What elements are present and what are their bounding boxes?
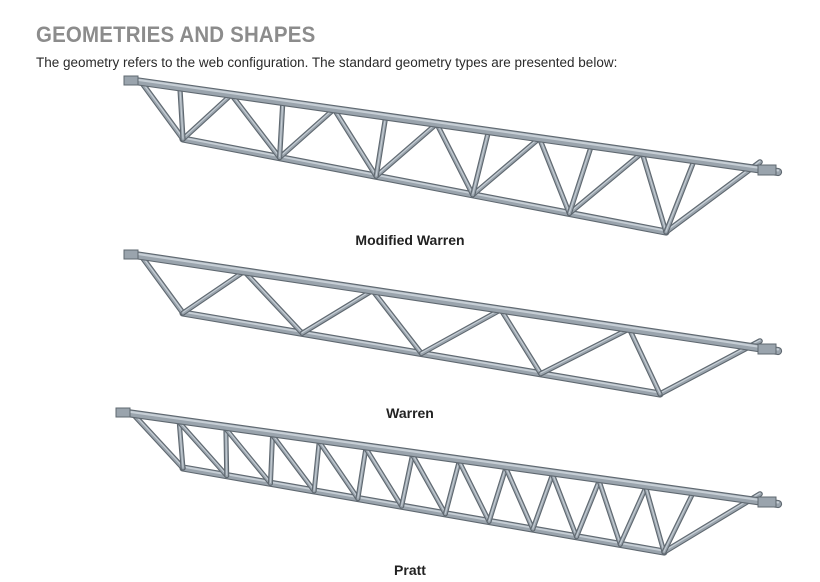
web-vertical-highlight <box>279 102 284 158</box>
page-title: GEOMETRIES AND SHAPES <box>36 22 316 47</box>
web-vertical-highlight <box>532 473 553 529</box>
web-diagonal-face <box>181 269 246 315</box>
web-vertical-highlight <box>178 421 184 468</box>
left-seat-bracket <box>123 249 139 260</box>
web-diagonal-highlight <box>182 93 232 139</box>
web-diagonal-face <box>420 308 503 355</box>
top-chord-highlight <box>118 409 780 504</box>
web-diagonal-face <box>471 136 541 197</box>
web-diagonal-highlight <box>420 308 502 354</box>
web-diagonal-face <box>181 93 233 141</box>
truss-warren-drawing <box>123 249 783 398</box>
end-diagonal-left-highlight <box>133 413 184 468</box>
web-vertical-highlight <box>375 117 386 176</box>
web-diagonal-highlight <box>568 151 643 214</box>
web-diagonal-highlight <box>225 427 271 484</box>
web-vertical-highlight <box>665 160 695 232</box>
web-diagonal-highlight <box>628 327 661 394</box>
bottom-chord-highlight <box>182 465 665 552</box>
bottom-chord-highlight <box>182 136 667 232</box>
caption-warren: Warren <box>386 405 434 421</box>
end-diagonal-right-face <box>662 492 762 554</box>
web-diagonal-face <box>567 151 644 215</box>
top-chord-face <box>125 77 781 175</box>
web-vertical-highlight <box>663 492 693 552</box>
web-diagonal-highlight <box>500 308 542 374</box>
top-chord-face <box>117 409 781 507</box>
right-seat-bracket <box>757 496 777 508</box>
web-vertical-highlight <box>401 453 414 506</box>
web-diagonal-highlight <box>178 421 228 476</box>
intro-text: The geometry refers to the web configura… <box>36 55 618 70</box>
web-vertical-highlight <box>225 427 228 476</box>
web-diagonal-highlight <box>230 93 281 158</box>
left-seat-bracket <box>115 407 131 418</box>
web-vertical-highlight <box>179 88 184 139</box>
right-seat-bracket <box>757 164 777 176</box>
end-diagonal-right-face <box>664 160 762 234</box>
top-chord-highlight <box>126 251 780 351</box>
web-vertical-highlight <box>568 146 592 214</box>
web-diagonal-highlight <box>279 107 335 158</box>
web-vertical-highlight <box>472 131 489 195</box>
web-diagonal-face <box>300 288 375 335</box>
web-diagonal-face <box>374 122 439 178</box>
web-diagonal-highlight <box>182 270 245 313</box>
web-diagonal-highlight <box>333 107 377 176</box>
bottom-chord-face <box>180 136 669 235</box>
web-vertical-highlight <box>313 440 320 491</box>
web-diagonal-highlight <box>243 270 303 334</box>
web-vertical-highlight <box>619 486 647 545</box>
truss-pratt: Pratt <box>0 404 820 582</box>
truss-warren: Warren <box>0 248 820 421</box>
web-diagonal-highlight <box>551 473 578 537</box>
web-diagonal-highlight <box>412 453 446 514</box>
end-diagonal-right-highlight <box>665 160 761 232</box>
web-diagonal-highlight <box>540 327 630 374</box>
web-diagonal-highlight <box>372 289 423 354</box>
web-diagonal-face <box>278 107 336 160</box>
truss-modified-warren-drawing <box>123 75 783 236</box>
bottom-chord-face <box>180 465 667 555</box>
web-diagonal-highlight <box>598 479 621 545</box>
truss-modified-warren: Modified Warren <box>0 72 820 248</box>
web-vertical-highlight <box>488 466 507 522</box>
end-diagonal-left-highlight <box>141 81 184 139</box>
web-vertical-highlight <box>269 434 274 484</box>
web-vertical-highlight <box>576 479 600 537</box>
right-seat-bracket <box>757 343 777 355</box>
truss-pratt-drawing <box>115 407 783 556</box>
web-diagonal-highlight <box>505 466 534 529</box>
web-diagonal-highlight <box>436 122 474 195</box>
web-diagonal-highlight <box>301 289 374 334</box>
top-chord-highlight <box>126 77 780 172</box>
web-diagonal-highlight <box>318 440 359 499</box>
caption-modified-warren: Modified Warren <box>355 232 465 248</box>
web-diagonal-highlight <box>272 434 315 491</box>
web-diagonal-highlight <box>641 151 667 232</box>
web-diagonal-highlight <box>365 447 403 506</box>
web-diagonal-face <box>539 327 631 376</box>
top-chord-face <box>125 251 781 354</box>
web-vertical-highlight <box>357 447 367 499</box>
web-diagonal-highlight <box>472 136 540 195</box>
left-seat-bracket <box>123 75 139 86</box>
web-diagonal-highlight <box>458 460 490 522</box>
web-vertical-highlight <box>444 460 460 514</box>
caption-pratt: Pratt <box>394 562 426 578</box>
web-diagonal-highlight <box>645 486 665 552</box>
web-diagonal-highlight <box>375 122 438 176</box>
web-diagonal-highlight <box>538 136 570 214</box>
end-diagonal-left-highlight <box>141 255 184 313</box>
